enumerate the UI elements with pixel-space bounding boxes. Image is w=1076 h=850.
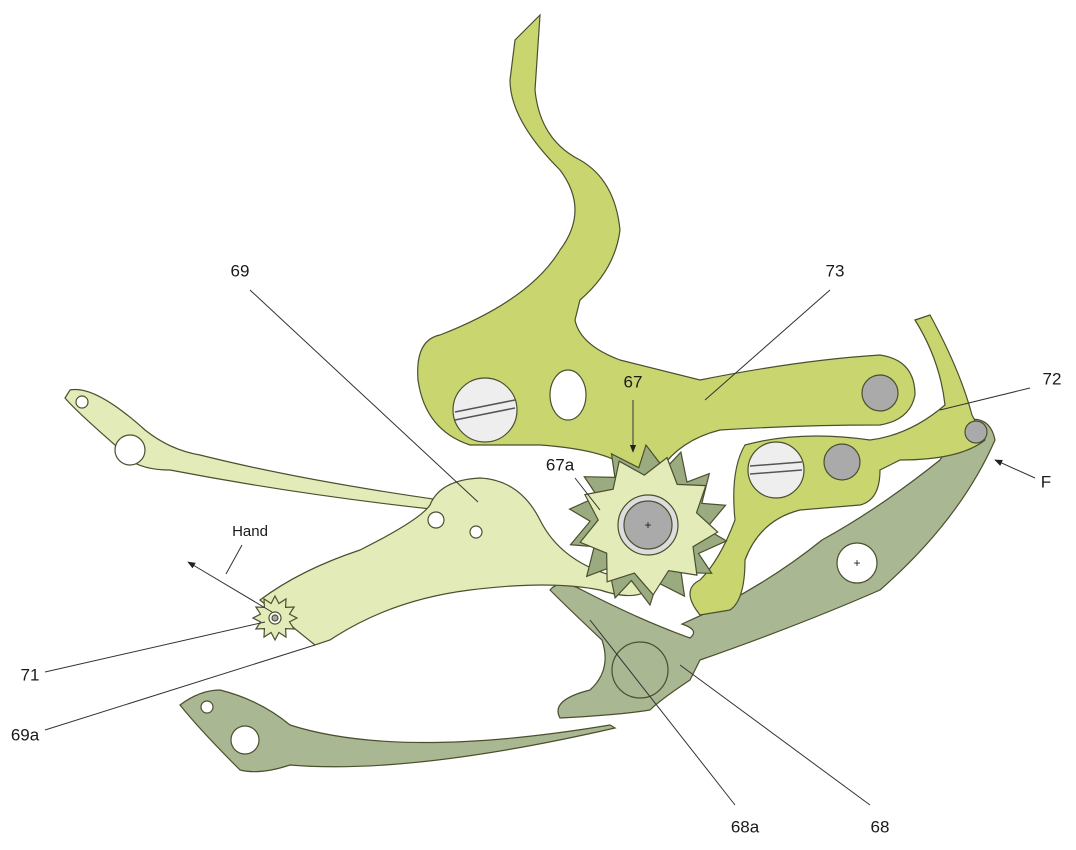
lever-72 bbox=[689, 314, 988, 616]
label: 68 bbox=[871, 817, 890, 836]
label: 69a bbox=[11, 725, 40, 744]
center-mark: + bbox=[853, 556, 860, 570]
label: 67 bbox=[624, 372, 643, 391]
bottom-arm bbox=[179, 689, 617, 773]
label: 72 bbox=[1043, 369, 1062, 388]
label: 71 bbox=[21, 665, 40, 684]
label: 73 bbox=[826, 261, 845, 280]
arm-69 bbox=[64, 388, 441, 511]
lever-73 bbox=[417, 13, 916, 471]
center-mark: + bbox=[644, 518, 651, 532]
wheel-67: + bbox=[568, 443, 728, 607]
label: 69 bbox=[231, 261, 250, 280]
leader-lines bbox=[44, 289, 1036, 806]
label: F bbox=[1041, 472, 1051, 491]
label: Hand bbox=[232, 523, 268, 540]
label: 68a bbox=[731, 817, 760, 836]
label: 67a bbox=[546, 455, 575, 474]
pinion-71 bbox=[251, 594, 299, 642]
